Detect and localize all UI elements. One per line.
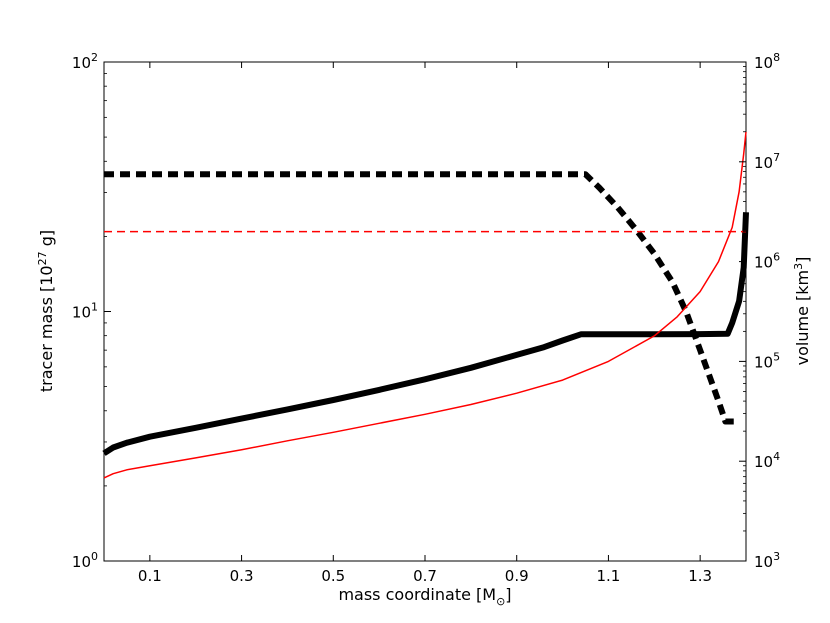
y-left-tick-label: 102 <box>72 51 98 72</box>
x-axis-title: mass coordinate [M⊙] <box>338 585 511 608</box>
x-tick-label: 1.3 <box>688 567 712 585</box>
series-layer <box>102 131 749 479</box>
y-right-tick-label: 107 <box>754 151 780 172</box>
y-axis-left-title: tracer mass [1027 g] <box>36 230 56 392</box>
y-right-tick-label: 103 <box>754 550 780 571</box>
x-tick-label: 0.3 <box>230 567 254 585</box>
x-tick-label: 0.5 <box>321 567 345 585</box>
y-right-tick-label: 104 <box>754 450 780 471</box>
y-right-tick-label: 106 <box>754 251 780 272</box>
y-left-tick-label: 100 <box>72 550 98 571</box>
series-line-2 <box>103 131 747 479</box>
x-tick-label: 0.7 <box>413 567 437 585</box>
y-right-tick-label: 108 <box>754 51 780 72</box>
tick-layer: 0.1 0.3 0.5 0.7 0.9 1.1 1.3 100 101 102 103 104 105 1… <box>72 51 780 585</box>
y-left-tick-label: 101 <box>72 301 98 322</box>
series-line-1 <box>104 171 737 425</box>
y-axis-right-title: volume [km3] <box>792 257 812 366</box>
plot-area <box>103 61 747 562</box>
series-line-0 <box>102 212 749 456</box>
x-tick-label: 1.1 <box>596 567 620 585</box>
y-right-tick-label: 105 <box>754 350 780 371</box>
x-tick-label: 0.1 <box>138 567 162 585</box>
x-tick-label: 0.9 <box>505 567 529 585</box>
